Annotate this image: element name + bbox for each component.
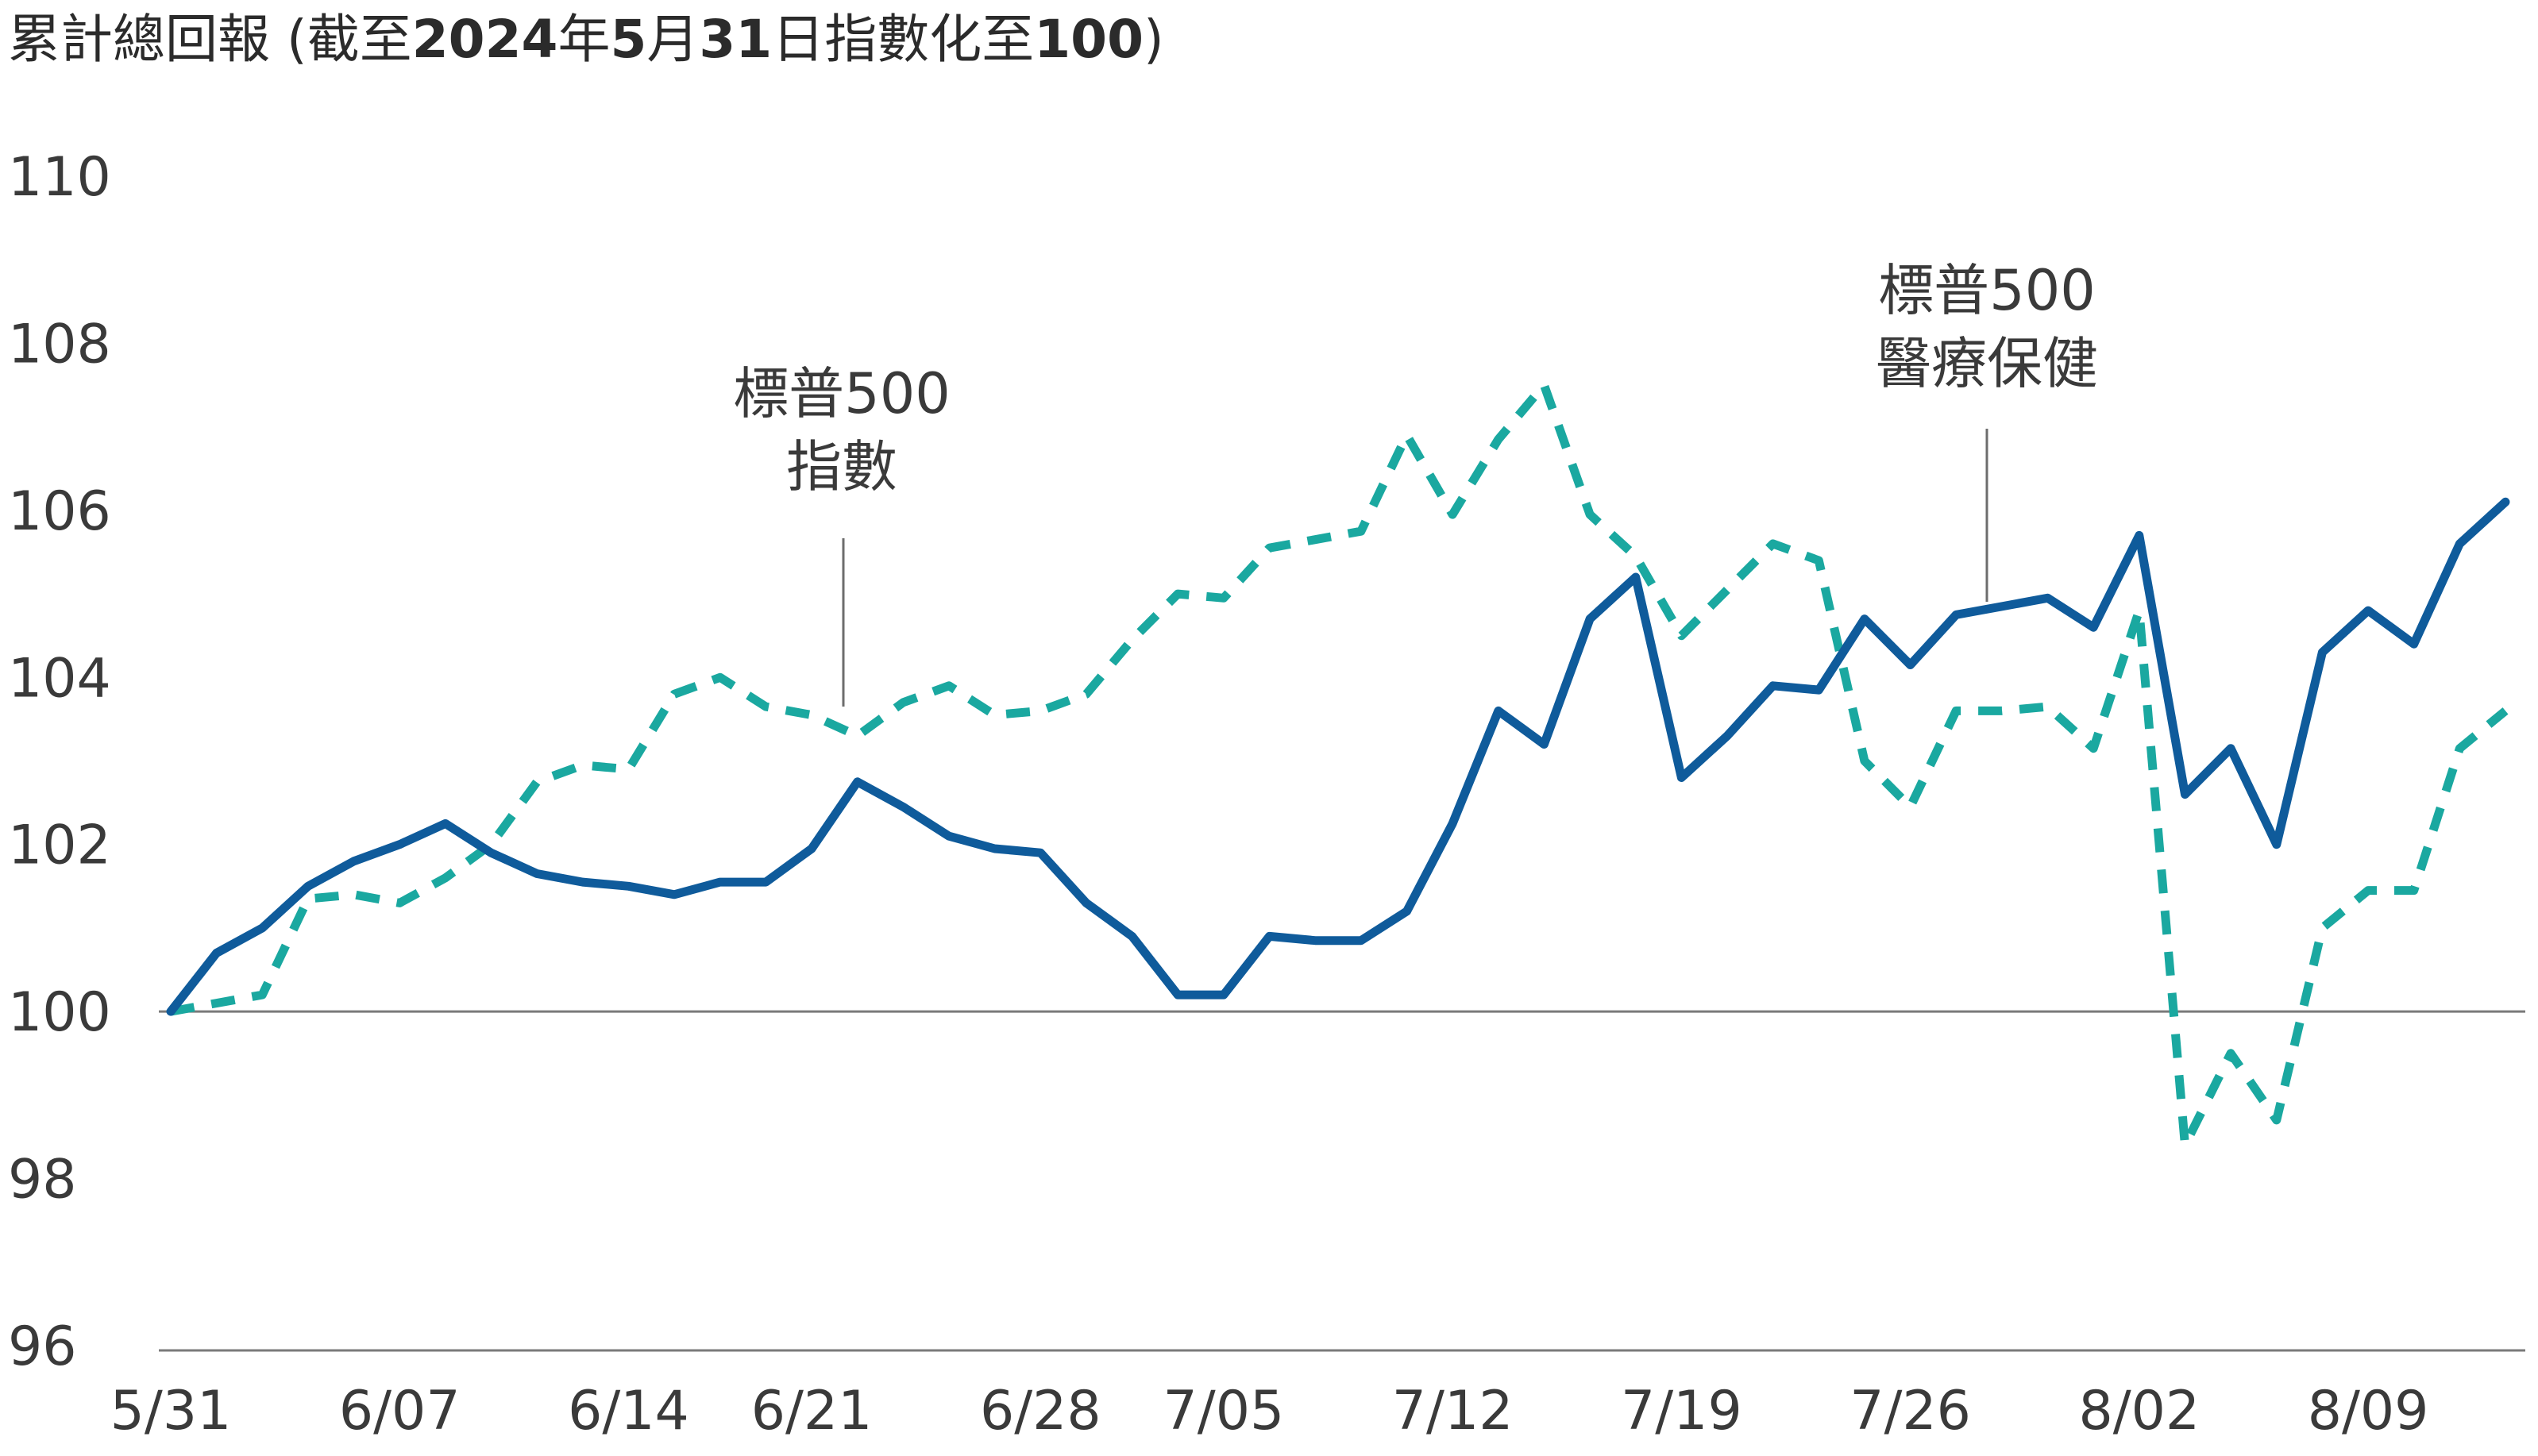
x-tick-label: 7/19	[1621, 1380, 1742, 1443]
y-axis: 96 98 100 102 104 106 108 110	[8, 146, 2525, 1378]
x-tick-label: 8/09	[2308, 1380, 2429, 1443]
x-tick-label: 7/12	[1392, 1380, 1514, 1443]
x-axis: 5/31 6/07 6/14 6/21 6/28 7/05 7/12 7/19 7/26 8/02…	[110, 1349, 2525, 1443]
series-line-sp500-index	[170, 380, 2509, 1150]
series-lines	[166, 380, 2510, 1150]
x-tick-label: 6/28	[980, 1380, 1101, 1443]
y-tick-label: 104	[8, 647, 111, 710]
annotation-label-health-care: 醫療保健	[1876, 331, 2098, 396]
x-tick-label: 6/07	[339, 1380, 461, 1443]
x-tick-label: 7/05	[1163, 1380, 1285, 1443]
y-tick-label: 96	[8, 1315, 77, 1378]
series-line-health-care	[166, 497, 2510, 1016]
y-tick-label: 108	[8, 313, 111, 376]
x-tick-label: 5/31	[110, 1380, 232, 1443]
x-tick-label: 7/26	[1850, 1380, 1971, 1443]
y-tick-label: 98	[8, 1149, 77, 1211]
y-tick-label: 106	[8, 480, 111, 543]
x-tick-label: 6/21	[751, 1380, 873, 1443]
x-tick-label: 8/02	[2078, 1380, 2200, 1443]
annotations: 標普500 指數 標普500 醫療保健	[733, 258, 2098, 707]
y-tick-label: 102	[8, 815, 111, 877]
annotation-label-sp500-index: 標普500	[733, 361, 951, 426]
annotation-label-sp500-index: 指數	[786, 434, 897, 499]
x-tick-label: 6/14	[568, 1380, 689, 1443]
annotation-label-health-care: 標普500	[1878, 258, 2096, 323]
y-tick-label: 100	[8, 981, 111, 1044]
y-tick-label: 110	[8, 146, 111, 209]
chart-title: 累計總回報 (截至2024年5月31日指數化至100)	[8, 9, 1164, 70]
